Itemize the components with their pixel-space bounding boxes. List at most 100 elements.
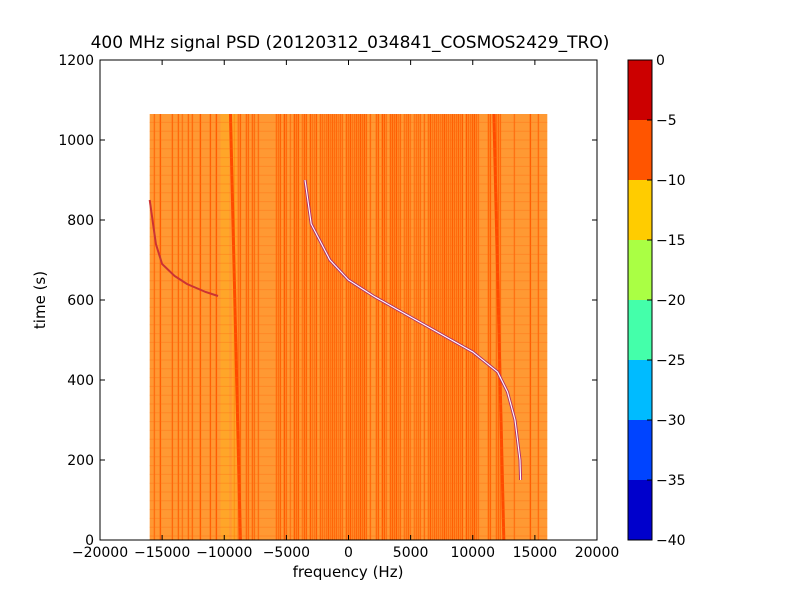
spectrogram-stripe [383,114,386,540]
spectrogram-stripe [181,114,184,540]
spectrogram-stripe [253,114,256,540]
spectrogram-stripe [337,114,340,540]
x-tick-label: −20000 [72,545,128,561]
y-tick-label: 800 [67,213,94,229]
colorbar-band [628,120,652,180]
y-tick-label: 0 [85,533,94,549]
spectrogram-stripe [239,114,242,540]
x-tick-label: 20000 [575,545,620,561]
spectrogram-stripe [495,114,498,540]
spectrogram-stripe [443,114,446,540]
spectrogram-stripe [417,114,420,540]
spectrogram-stripe [329,114,332,540]
spectrogram-stripe [335,114,338,540]
spectrogram-stripe [251,114,254,540]
spectrogram-stripe [353,114,356,540]
spectrogram-stripe [405,114,408,540]
spectrogram-stripe [369,114,372,540]
spectrogram-stripe [347,114,350,540]
spectrogram-stripe [447,114,450,540]
spectrogram-stripe [301,114,304,540]
spectrogram-stripe [397,114,400,540]
spectrogram-stripe [487,114,490,540]
spectrogram-stripe [177,114,180,540]
spectrogram-stripe [295,114,298,540]
spectrogram-stripe [407,114,410,540]
spectrogram-stripe [323,114,326,540]
spectrogram-stripe [191,114,194,540]
colorbar-band [628,360,652,420]
spectrogram-stripe [159,114,162,540]
spectrogram-stripe [247,114,250,540]
spectrogram-stripe [215,114,218,540]
spectrogram-stripe [363,114,366,540]
spectrogram-stripe [305,114,308,540]
spectrogram-stripe [345,114,348,540]
spectrogram-stripe [475,114,478,540]
colorbar-band [628,300,652,360]
x-tick-label: −5000 [263,545,310,561]
spectrogram-stripe [283,114,286,540]
spectrogram-stripe [365,114,368,540]
x-tick-label: 15000 [513,545,558,561]
colorbar-tick-label: −5 [656,113,677,129]
spectrogram-stripe [453,114,456,540]
spectrogram-stripe [275,114,278,540]
spectrogram-stripe [361,114,364,540]
spectrogram-stripe [311,114,314,540]
spectrogram-stripe [315,114,318,540]
spectrogram-stripe [309,114,312,540]
x-axis-ticks: −20000 −15000 −10000 −5000 0 5000 10000 15000 20… [72,60,619,561]
colorbar-tick-label: −15 [656,233,686,249]
spectrogram-stripe [529,114,532,540]
colorbar-tick-label: −25 [656,353,686,369]
spectrogram-stripe [351,114,354,540]
colorbar-tick-label: −35 [656,473,686,489]
spectrogram-stripe [477,114,480,540]
spectrogram-stripe [171,114,174,540]
signal-traces [148,179,523,481]
spectrogram-stripe [537,114,540,540]
colorbar-band [628,60,652,120]
spectrogram-stripe [399,114,402,540]
spectrogram-stripe [441,114,444,540]
chart-title: 400 MHz signal PSD (20120312_034841_COSM… [91,33,610,53]
spectrogram-stripe [391,114,394,540]
spectrogram-stripe [395,114,398,540]
spectrogram-stripe [333,114,336,540]
spectrogram-stripe [313,114,316,540]
spectrogram-stripe [473,114,476,540]
y-axis-ticks: 0 200 400 600 800 1000 1200 [58,53,597,549]
x-tick-label: 5000 [393,545,429,561]
spectrogram-stripe [451,114,454,540]
x-tick-label: −10000 [196,545,252,561]
spectrogram-stripe [459,114,462,540]
x-tick-label: 10000 [450,545,495,561]
spectrogram-stripe [339,114,342,540]
colorbar-tick-label: −40 [656,533,686,549]
colorbar-tick-label: −20 [656,293,686,309]
spectrogram-stripe [389,114,392,540]
colorbar-ticks: 0 −5 −10 −15 −20 −25 −30 −35 −40 [647,53,686,549]
spectrogram-stripe [209,114,212,540]
colorbar-band [628,420,652,480]
spectrogram-stripe [455,114,458,540]
spectrogram-line-right [492,113,506,540]
x-tick-label: 0 [344,545,353,561]
spectrogram-stripe [375,114,378,540]
spectrogram-stripe [377,114,380,540]
spectrogram-stripe [381,114,384,540]
spectrogram-line-left [228,113,242,540]
spectrogram-stripe [465,114,468,540]
spectrogram-stripe [245,114,248,540]
spectrogram-stripe [289,114,292,540]
spectrogram-stripe [445,114,448,540]
spectrogram-stripe [277,114,280,540]
spectrogram-stripe [433,114,436,540]
spectrogram-stripe [341,114,344,540]
spectrogram-stripe [331,114,334,540]
spectrogram-stripe [285,114,288,540]
spectrogram-stripe [467,114,470,540]
spectrogram-stripe [499,114,502,540]
spectrogram-band-yellow [220,114,230,540]
